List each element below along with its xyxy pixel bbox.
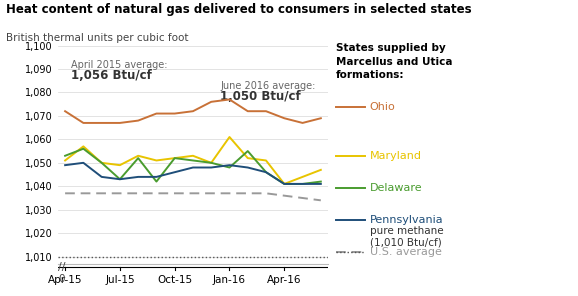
Text: Heat content of natural gas delivered to consumers in selected states: Heat content of natural gas delivered to… <box>6 3 472 16</box>
Text: Pennsylvania: Pennsylvania <box>370 215 443 225</box>
Text: Jan-16: Jan-16 <box>213 275 246 285</box>
Text: Maryland: Maryland <box>370 152 422 161</box>
Text: //: // <box>58 262 66 272</box>
Text: British thermal units per cubic foot: British thermal units per cubic foot <box>6 33 188 43</box>
Text: June 2016 average:: June 2016 average: <box>220 81 316 91</box>
Text: Oct-15: Oct-15 <box>157 275 192 285</box>
Text: States supplied by
Marcellus and Utica
formations:: States supplied by Marcellus and Utica f… <box>336 44 453 80</box>
Text: April 2015 average:: April 2015 average: <box>71 59 167 70</box>
Text: 1,050 Btu/cf: 1,050 Btu/cf <box>220 90 301 103</box>
Text: U.S. average: U.S. average <box>370 247 442 257</box>
Text: 1,056 Btu/cf: 1,056 Btu/cf <box>71 69 151 82</box>
Text: Delaware: Delaware <box>370 183 423 193</box>
Text: 0: 0 <box>58 274 65 284</box>
Text: Apr-15: Apr-15 <box>48 275 82 285</box>
Text: pure methane
(1,010 Btu/cf): pure methane (1,010 Btu/cf) <box>370 226 443 247</box>
Text: Ohio: Ohio <box>370 102 395 112</box>
Text: Jul-15: Jul-15 <box>105 275 135 285</box>
Text: Apr-16: Apr-16 <box>267 275 302 285</box>
